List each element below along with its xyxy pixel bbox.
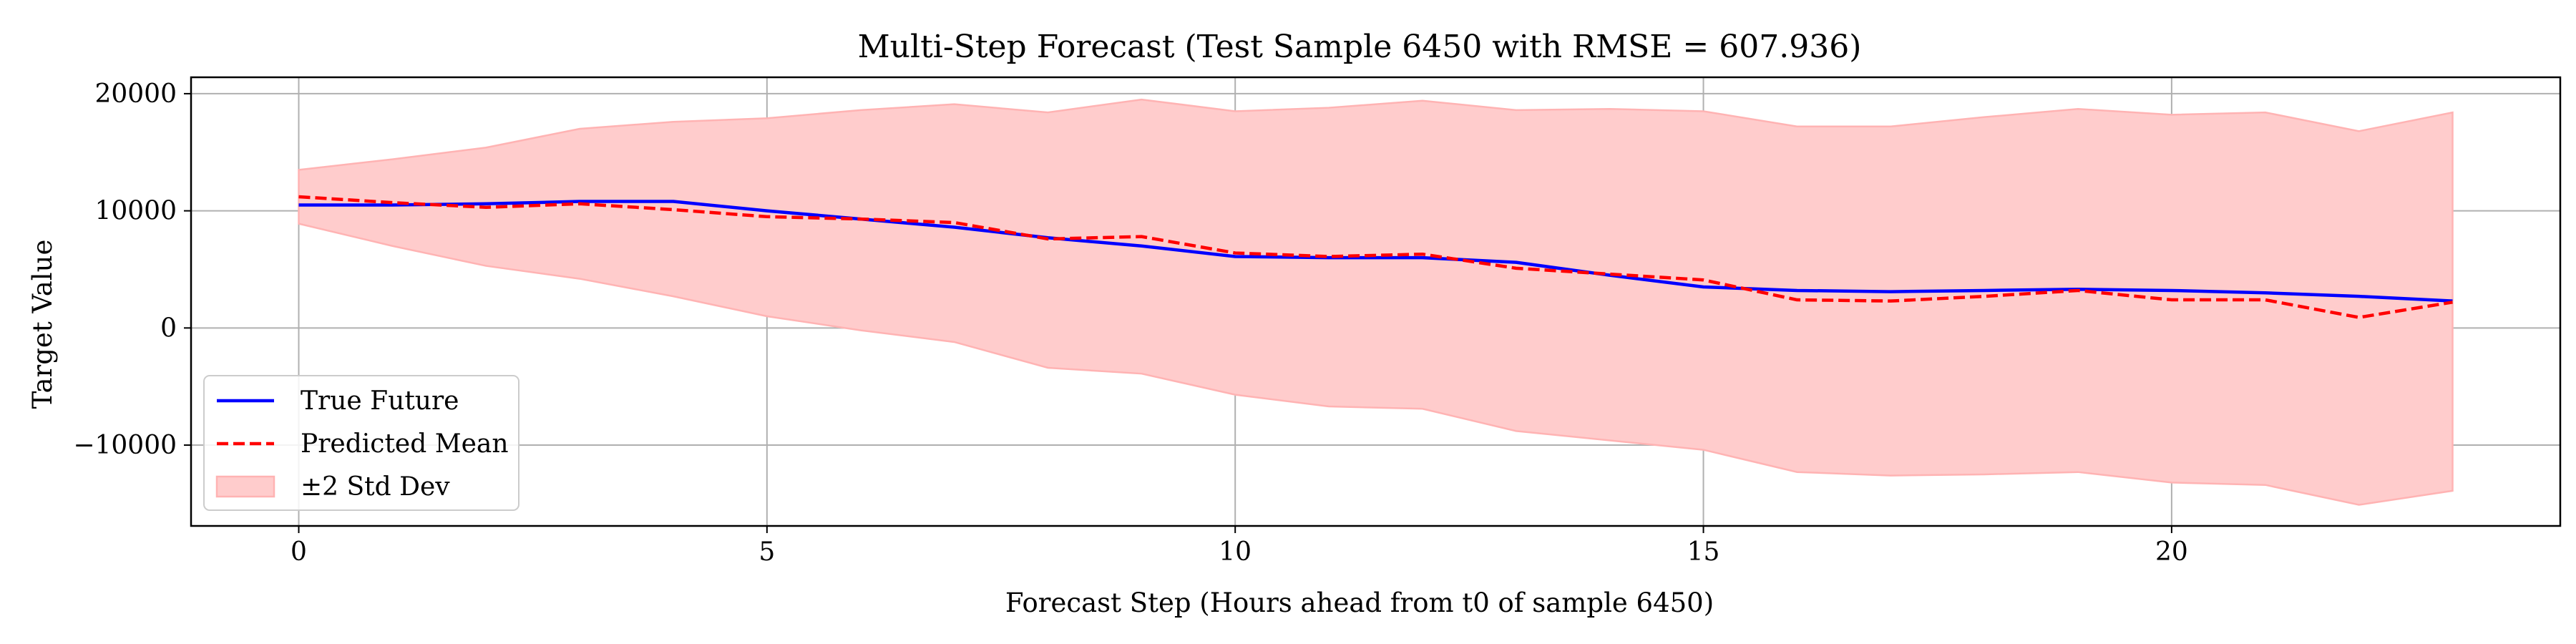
legend-label-true-future: True Future (301, 386, 459, 416)
series-line-true-future (298, 200, 2453, 303)
std-dev-band (298, 98, 2454, 506)
y-tick-label-0: 20000 (94, 79, 177, 109)
legend: True Future Predicted Mean ±2 Std Dev (203, 375, 519, 511)
y-tick-label-3: −10000 (73, 431, 177, 460)
x-tick-label-1: 5 (758, 537, 775, 567)
legend-swatch-band (215, 475, 275, 498)
y-tick-label-1: 10000 (94, 197, 177, 226)
x-tick-label-3: 15 (1687, 537, 1720, 567)
legend-label-predicted-mean: Predicted Mean (301, 429, 509, 459)
x-tick-label-0: 0 (291, 537, 307, 567)
chart-title: Multi-Step Forecast (Test Sample 6450 wi… (858, 29, 1862, 65)
x-tick-label-4: 20 (2155, 537, 2188, 567)
x-axis-label: Forecast Step (Hours ahead from t0 of sa… (1005, 587, 1714, 618)
legend-box (203, 375, 519, 511)
legend-label-std-dev: ±2 Std Dev (301, 472, 450, 502)
y-axis-label: Target Value (27, 240, 58, 409)
y-tick-label-2: 0 (160, 313, 177, 343)
plot-frame (190, 76, 2562, 527)
x-tick-label-2: 10 (1219, 537, 1252, 567)
series-line-predicted-mean (298, 195, 2453, 319)
